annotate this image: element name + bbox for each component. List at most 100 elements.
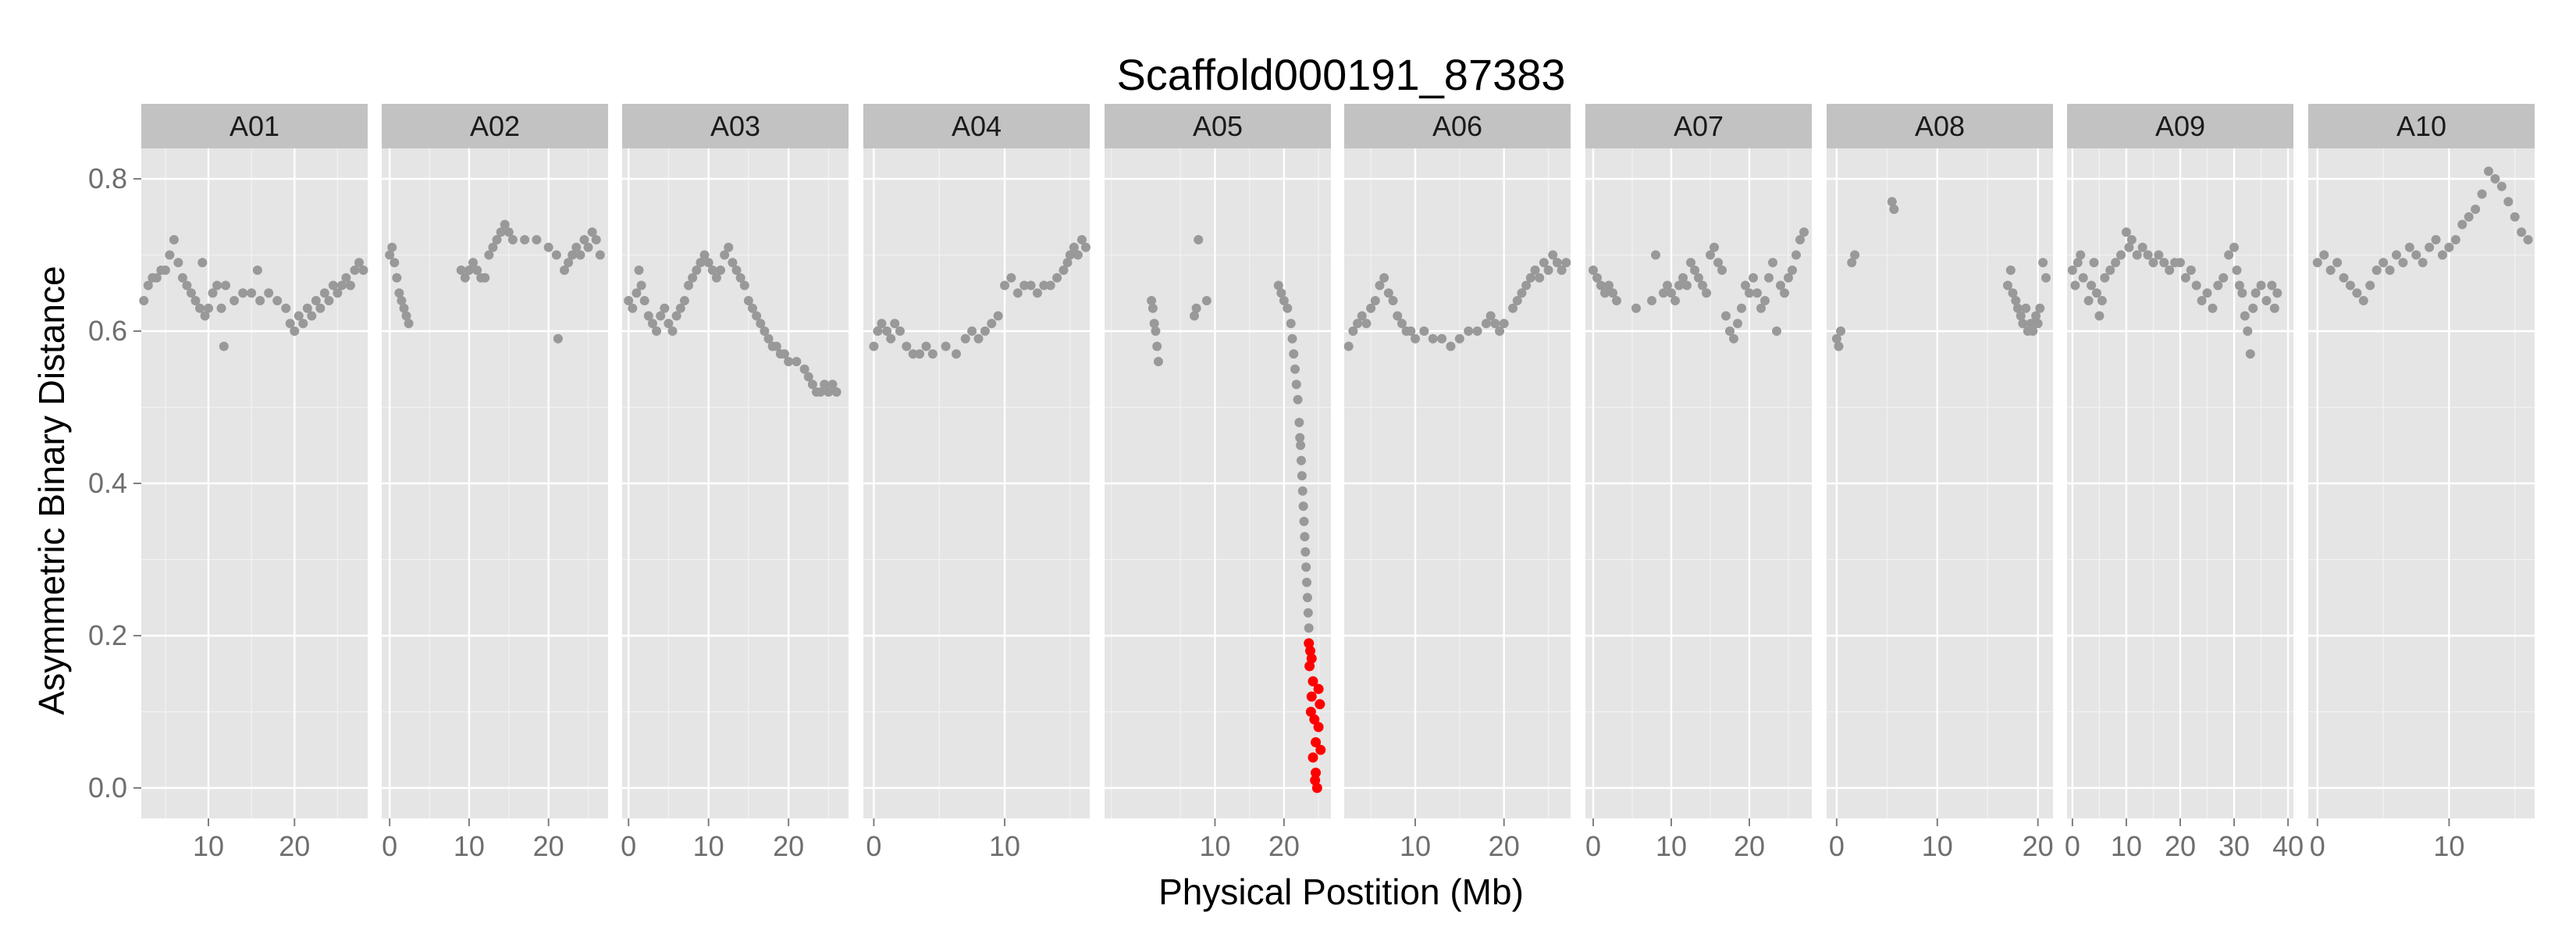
- data-point: [895, 326, 905, 336]
- data-point: [2097, 296, 2107, 305]
- x-tick-label: 0: [1585, 830, 1601, 862]
- facet-strip-label: A07: [1674, 110, 1724, 142]
- data-point: [1437, 334, 1446, 344]
- data-point: [2192, 281, 2201, 290]
- x-tick-label: 20: [2023, 830, 2054, 862]
- data-point: [229, 296, 239, 305]
- data-point: [238, 288, 247, 298]
- data-point: [2392, 251, 2401, 260]
- data-point: [2457, 220, 2467, 230]
- data-point: [173, 258, 183, 267]
- x-tick-label: 30: [2218, 830, 2250, 862]
- facet-a10: A100 10: [2308, 104, 2535, 862]
- x-tick-label: 20: [2165, 830, 2196, 862]
- data-point: [1561, 258, 1571, 267]
- data-point: [2154, 251, 2163, 260]
- data-point: [2246, 349, 2255, 358]
- data-point: [1297, 471, 1307, 480]
- data-point: [520, 235, 529, 244]
- data-point: [2041, 273, 2051, 283]
- data-point: [2418, 258, 2428, 267]
- data-point: [358, 266, 368, 275]
- x-tick-label: 0: [2310, 830, 2325, 862]
- x-tick-label: 20: [279, 830, 310, 862]
- data-point: [596, 251, 605, 260]
- data-point: [2144, 251, 2153, 260]
- data-point: [2503, 197, 2513, 206]
- data-point: [315, 304, 325, 313]
- data-point: [1046, 281, 1055, 290]
- data-point: [1729, 334, 1738, 344]
- data-point: [2332, 258, 2342, 267]
- data-point: [1300, 547, 1310, 557]
- data-point: [2261, 296, 2271, 305]
- data-point: [2092, 288, 2101, 298]
- data-point: [1834, 342, 1843, 351]
- data-point: [165, 251, 174, 260]
- data-point: [1033, 288, 1042, 298]
- data-point: [2033, 319, 2043, 328]
- data-point: [197, 258, 207, 267]
- data-point: [584, 243, 593, 252]
- data-point: [2038, 258, 2048, 267]
- data-point: [1717, 266, 1727, 275]
- data-point: [2490, 174, 2500, 184]
- data-point: [2379, 258, 2388, 267]
- data-point: [628, 304, 637, 313]
- data-point: [716, 266, 725, 275]
- data-point: [652, 326, 661, 336]
- data-point: [902, 342, 911, 351]
- data-point: [1780, 288, 1789, 298]
- data-point: [247, 288, 256, 298]
- data-point: [1371, 296, 1380, 305]
- facet-a09: A090 10 20 30 40: [2065, 104, 2304, 862]
- data-point: [139, 296, 148, 305]
- data-point: [1836, 326, 1845, 336]
- data-point: [1302, 578, 1311, 587]
- data-point: [1768, 258, 1777, 267]
- data-point: [2524, 235, 2533, 244]
- data-point: [2229, 243, 2239, 252]
- data-point: [2233, 266, 2242, 275]
- data-point: [1361, 319, 1371, 328]
- data-point: [1287, 334, 1297, 344]
- data-point: [1299, 501, 1308, 511]
- data-point: [264, 288, 273, 298]
- data-point: [2021, 304, 2030, 313]
- data-point: [941, 342, 951, 351]
- data-point: [1194, 235, 1203, 244]
- data-point-highlight: [1315, 699, 1325, 709]
- data-point: [2359, 296, 2368, 305]
- data-point-highlight: [1304, 661, 1315, 672]
- data-point: [2186, 266, 2196, 275]
- data-point: [2339, 273, 2349, 283]
- data-point: [204, 304, 213, 313]
- data-point: [1419, 326, 1429, 336]
- facet-strip-label: A08: [1915, 110, 1965, 142]
- x-tick-label: 20: [533, 830, 564, 862]
- data-point: [1535, 273, 1544, 283]
- data-point: [1292, 380, 1301, 389]
- data-point: [915, 349, 924, 358]
- data-point: [553, 334, 563, 344]
- data-point: [921, 342, 930, 351]
- data-point: [2035, 304, 2044, 313]
- data-point: [2006, 266, 2016, 275]
- data-point: [2237, 288, 2247, 298]
- x-tick-label: 20: [773, 830, 804, 862]
- data-point: [2070, 281, 2080, 290]
- y-tick-label: 0.2: [88, 619, 127, 651]
- data-point: [1473, 326, 1482, 336]
- data-point-highlight: [1312, 783, 1322, 793]
- data-point: [1379, 273, 1389, 283]
- data-point: [404, 319, 414, 328]
- data-point-highlight: [1308, 753, 1318, 763]
- data-point: [1788, 266, 1797, 275]
- data-point: [508, 235, 518, 244]
- data-point: [2267, 281, 2276, 290]
- data-point: [221, 281, 230, 290]
- data-point: [1850, 251, 1859, 260]
- data-point: [2127, 235, 2137, 244]
- x-tick-label: 0: [621, 830, 636, 862]
